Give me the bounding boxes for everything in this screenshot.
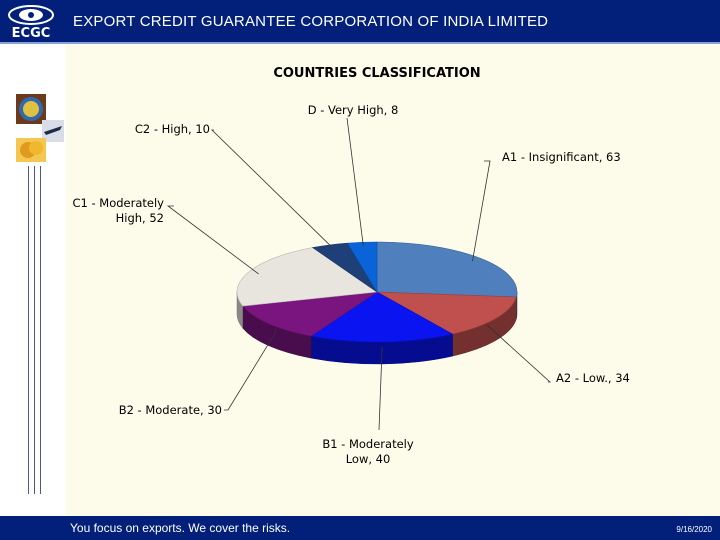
leader-line	[472, 160, 491, 262]
divider-line	[40, 166, 41, 494]
divider-line	[28, 166, 29, 494]
leader-line	[224, 329, 278, 411]
leader-line	[378, 346, 383, 431]
slice-label: C2 - High, 10	[135, 122, 210, 136]
slice-label: B1 - Moderately Low, 40	[322, 437, 414, 466]
thumbnail-stack	[14, 92, 66, 168]
leader-line	[166, 205, 259, 275]
globe-and-finance-icons	[16, 94, 64, 162]
org-title: EXPORT CREDIT GUARANTEE CORPORATION OF I…	[73, 13, 549, 30]
logo-text: ECGC	[12, 26, 51, 39]
footer-bar: You focus on exports. We cover the risks…	[0, 516, 720, 540]
pie-slice	[310, 291, 454, 343]
left-sidebar	[0, 44, 66, 518]
pie-chart: COUNTRIES CLASSIFICATION A1 - Insignific…	[72, 66, 630, 466]
pie-slice	[376, 241, 518, 298]
slice-label: B2 - Moderate, 30	[119, 403, 222, 417]
slice-label: A1 - Insignificant, 63	[502, 150, 621, 164]
slice-label: D - Very High, 8	[308, 103, 399, 117]
slice-label: C1 - Moderately High, 52	[72, 196, 164, 225]
ecgc-logo: ECGC	[8, 5, 54, 39]
leader-line	[346, 117, 364, 247]
pie-slice	[376, 291, 517, 335]
pie-slice	[347, 241, 378, 294]
chart-panel: COUNTRIES CLASSIFICATION A1 - Insignific…	[66, 44, 720, 516]
pie-slice	[236, 247, 378, 307]
footer-tagline: You focus on exports. We cover the risks…	[70, 521, 291, 535]
leader-line	[486, 324, 552, 383]
pie-slice	[242, 291, 378, 337]
divider-line	[34, 166, 35, 494]
header-bar: ECGC EXPORT CREDIT GUARANTEE CORPORATION…	[0, 0, 720, 44]
footer-date: 9/16/2020	[676, 525, 712, 534]
leader-line	[211, 129, 334, 249]
chart-title: COUNTRIES CLASSIFICATION	[273, 66, 480, 81]
slice-label: A2 - Low., 34	[556, 371, 630, 385]
